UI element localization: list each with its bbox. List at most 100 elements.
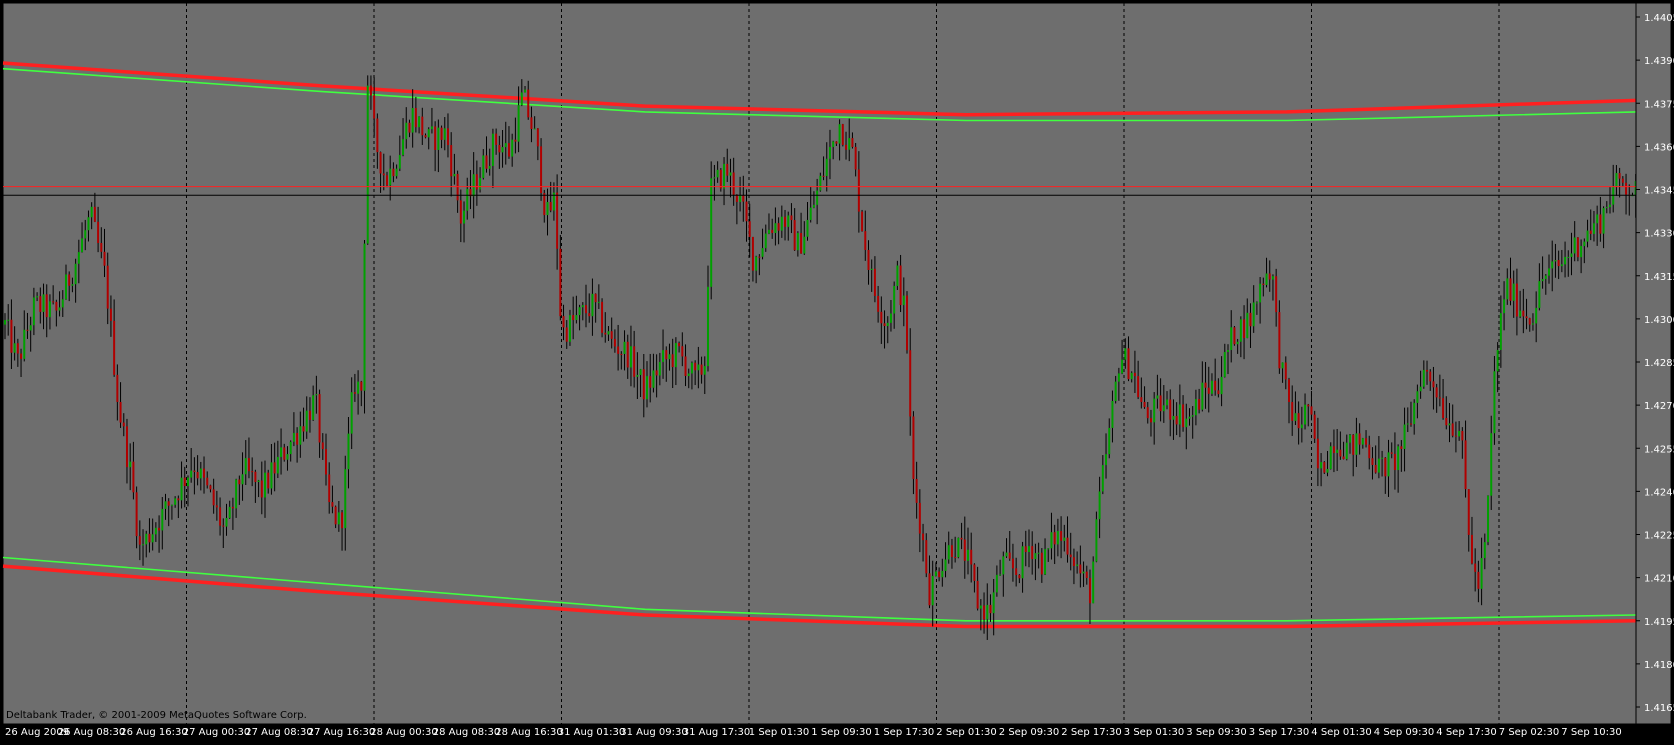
candle-bull xyxy=(1413,402,1416,425)
plot-area[interactable] xyxy=(2,2,1637,725)
copyright-text: Deltabank Trader, © 2001-2009 MetaQuotes… xyxy=(6,710,307,721)
candle-bear xyxy=(321,442,324,450)
channel-layer xyxy=(2,61,1636,629)
candle-bear xyxy=(1393,453,1396,471)
candle-bull xyxy=(1027,546,1030,553)
candle-bear xyxy=(1625,182,1628,195)
candle-bull xyxy=(1361,438,1364,445)
candle-bear xyxy=(1310,406,1313,415)
candle-bull xyxy=(1586,230,1589,242)
candle-bull xyxy=(723,163,726,189)
candle-bull xyxy=(1490,433,1493,496)
candle-bull xyxy=(1448,423,1451,426)
candle-bull xyxy=(658,361,661,376)
candle-bull xyxy=(832,141,835,147)
candle-bull xyxy=(1230,327,1233,351)
candle-bull xyxy=(1101,465,1104,492)
candle-bull xyxy=(501,147,504,153)
y-tick-label: 1.4180 xyxy=(1644,660,1674,671)
candle-bear xyxy=(906,295,909,351)
candle-bull xyxy=(1548,268,1551,276)
candle-bear xyxy=(928,573,931,606)
candle-bull xyxy=(623,341,626,354)
candle-bull xyxy=(276,456,279,474)
candle-bear xyxy=(1278,312,1281,369)
candle-bull xyxy=(13,343,16,353)
candle-bear xyxy=(851,138,854,147)
candle-bear xyxy=(475,174,478,190)
x-tick-label: 26 Aug 2009 xyxy=(5,727,69,738)
candle-bear xyxy=(1365,438,1368,445)
candle-bear xyxy=(1352,434,1355,455)
candle-bull xyxy=(546,202,549,216)
candle-bull xyxy=(1130,372,1133,380)
candle-bull xyxy=(517,105,520,142)
candle-bear xyxy=(514,139,517,142)
candle-bear xyxy=(331,502,334,507)
candle-bull xyxy=(1560,264,1563,267)
candle-bull xyxy=(639,369,642,375)
candle-bear xyxy=(857,169,860,212)
candle-bull xyxy=(1037,552,1040,554)
candle-bear xyxy=(1159,395,1162,412)
candle-bull xyxy=(74,263,77,285)
candle-bull xyxy=(706,286,709,367)
candle-bear xyxy=(206,477,209,486)
candle-bear xyxy=(68,274,71,286)
candle-bear xyxy=(983,605,986,620)
x-tick-label: 28 Aug 08:30 xyxy=(433,727,500,738)
candle-bull xyxy=(292,432,295,442)
candle-bear xyxy=(594,293,597,303)
candle-bear xyxy=(694,362,697,371)
candle-bear xyxy=(106,265,109,309)
candle-bull xyxy=(967,549,969,561)
candle-bear xyxy=(1467,489,1470,535)
candle-bull xyxy=(4,320,6,325)
candle-bull xyxy=(825,158,828,177)
candle-bull xyxy=(1506,278,1509,300)
candle-bear xyxy=(790,215,793,221)
candle-bear xyxy=(613,338,616,347)
candle-bull xyxy=(427,129,430,138)
candle-bull xyxy=(1194,399,1197,416)
candle-bull xyxy=(199,468,202,479)
candle-bull xyxy=(999,574,1002,576)
x-tick-label: 4 Sep 17:30 xyxy=(1436,727,1496,738)
candle-bear xyxy=(148,533,151,543)
candle-bear xyxy=(954,557,957,559)
candle-bear xyxy=(1316,438,1319,469)
candle-bull xyxy=(828,146,831,159)
y-tick-label: 1.4345 xyxy=(1644,186,1674,197)
candle-bear xyxy=(125,426,128,468)
candle-bull xyxy=(1493,371,1496,434)
candle-bear xyxy=(116,374,119,402)
candle-bear xyxy=(873,268,876,296)
candle-bull xyxy=(491,133,494,166)
candle-bear xyxy=(1451,423,1454,436)
candle-bull xyxy=(1326,468,1329,473)
candle-bull xyxy=(1573,237,1576,254)
candle-bear xyxy=(1284,362,1287,380)
candle-bear xyxy=(559,248,562,317)
candle-bear xyxy=(1233,327,1236,345)
candle-bear xyxy=(93,206,96,222)
candle-bull xyxy=(902,295,905,306)
candle-bear xyxy=(360,381,363,391)
candle-bull xyxy=(1564,256,1567,265)
candle-bear xyxy=(341,512,344,529)
candle-bull xyxy=(1535,307,1538,324)
candle-bear xyxy=(440,127,443,140)
candle-bear xyxy=(1085,571,1088,579)
x-tick-label: 7 Sep 10:30 xyxy=(1561,727,1621,738)
candle-bull xyxy=(154,527,157,535)
candle-bull xyxy=(1098,491,1101,520)
candle-bear xyxy=(601,301,604,333)
candle-bear xyxy=(325,449,327,475)
candle-bull xyxy=(81,238,84,253)
candle-bull xyxy=(190,470,193,478)
candle-bear xyxy=(16,343,19,354)
candle-bull xyxy=(1178,404,1181,425)
candle-bull xyxy=(315,394,318,396)
candle-bear xyxy=(212,489,215,506)
